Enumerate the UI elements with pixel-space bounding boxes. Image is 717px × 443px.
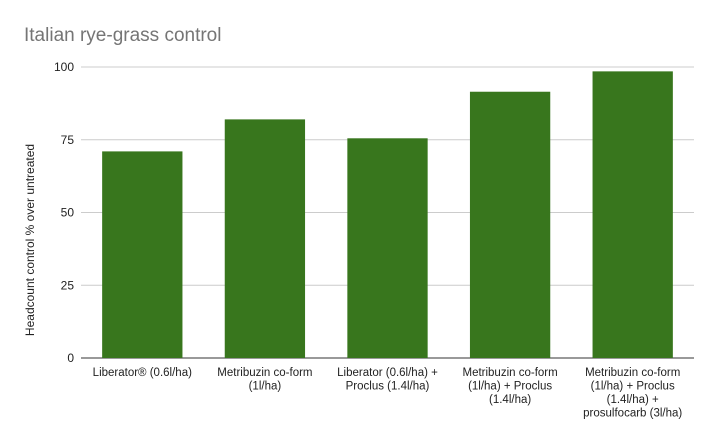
bar xyxy=(592,71,673,359)
y-axis-label: Headcount control % over untreated xyxy=(23,144,37,336)
y-tick-label: 25 xyxy=(61,278,75,292)
x-category-label: Metribuzin co-form (1l/ha) + Proclus (1.4l… xyxy=(583,367,682,420)
x-category-label-line: Liberator® (0.6l/ha) xyxy=(93,367,192,379)
x-category-label-line: Proclus (1.4l/ha) xyxy=(346,381,430,393)
y-tick-label: 0 xyxy=(67,351,74,365)
x-category-label-line: (1.4l/ha) + xyxy=(607,394,659,406)
x-category-label-line: (1l/ha) + Proclus xyxy=(591,381,675,393)
y-tick-label: 75 xyxy=(61,133,75,147)
x-category-label-line: (1.4l/ha) xyxy=(489,394,531,406)
x-category-label-line: Metribuzin co-form xyxy=(462,367,557,379)
x-category-label-line: (1l/ha) + Proclus xyxy=(468,381,552,393)
y-tick-label: 50 xyxy=(61,206,75,220)
bar xyxy=(224,119,306,358)
x-category-label-line: Liberator (0.6l/ha) + xyxy=(337,367,438,379)
bar xyxy=(469,91,551,359)
x-category-label: Metribuzin co-form (1l/ha) xyxy=(217,367,312,393)
bar xyxy=(347,138,428,358)
x-category-label-line: Metribuzin co-form xyxy=(585,367,680,379)
x-category-label: Liberator (0.6l/ha) + Proclus (1.4l/ha) xyxy=(337,367,438,393)
x-category-label-line: (1l/ha) xyxy=(249,381,282,393)
y-tick-label: 100 xyxy=(54,60,74,74)
x-category-label-line: Metribuzin co-form xyxy=(217,367,312,379)
chart-title: Italian rye-grass control xyxy=(24,25,221,46)
x-category-label-line: prosulfocarb (3l/ha) xyxy=(583,408,682,420)
x-category-label: Metribuzin co-form (1l/ha) + Proclus (1.4l… xyxy=(462,367,557,406)
bar xyxy=(102,151,183,358)
x-category-label: Liberator® (0.6l/ha) xyxy=(93,367,192,379)
